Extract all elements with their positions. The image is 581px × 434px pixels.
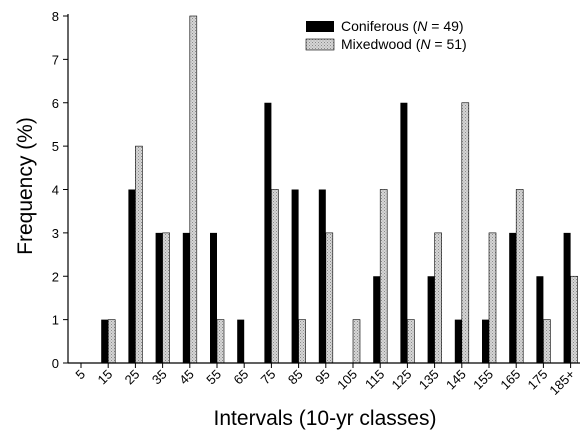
bar-mixedwood-145 bbox=[461, 102, 470, 364]
x-tick-label: 35 bbox=[149, 367, 170, 388]
x-tick-label: 185+ bbox=[546, 367, 577, 398]
legend: Coniferous (N = 49) Mixedwood (N = 51) bbox=[305, 18, 467, 52]
x-tick-label: 105 bbox=[334, 367, 360, 393]
x-tick-label: 115 bbox=[362, 367, 387, 392]
axes-group bbox=[67, 14, 580, 364]
x-tick-label: 15 bbox=[94, 367, 115, 388]
legend-label-mixedwood: Mixedwood (N = 51) bbox=[341, 36, 467, 52]
bar-mixedwood-105 bbox=[352, 319, 361, 364]
bar-mixedwood-75 bbox=[271, 189, 279, 364]
bar-coniferous-85 bbox=[291, 189, 299, 363]
bar-mixedwood-35 bbox=[162, 232, 170, 364]
bar-coniferous-75 bbox=[264, 102, 272, 363]
bar-coniferous-145 bbox=[454, 319, 462, 363]
y-tick-label: 7 bbox=[52, 52, 59, 67]
bar-mixedwood-115 bbox=[379, 189, 388, 364]
legend-swatch-mixedwood bbox=[305, 38, 335, 51]
x-tick-label: 5 bbox=[72, 367, 88, 383]
bar-mixedwood-165 bbox=[515, 189, 524, 364]
bar-coniferous-35 bbox=[155, 232, 163, 363]
bar-mixedwood-15 bbox=[107, 319, 116, 364]
bar-mixedwood-45 bbox=[189, 15, 198, 364]
bar-coniferous-65 bbox=[237, 319, 245, 363]
y-tick-label: 4 bbox=[52, 183, 59, 198]
y-tick-label: 6 bbox=[52, 96, 59, 111]
bar-coniferous-175 bbox=[536, 276, 544, 363]
bar-coniferous-95 bbox=[318, 189, 326, 363]
y-tick-label: 3 bbox=[52, 226, 59, 241]
x-tick-label: 75 bbox=[258, 367, 279, 388]
bar-coniferous-165 bbox=[509, 232, 517, 363]
x-ticks-group: 5 15 25 35 45 55 65 75 85 95 105 115 125 135 145 155 165… bbox=[72, 363, 578, 398]
y-tick-label: 2 bbox=[52, 269, 59, 284]
x-tick-label: 25 bbox=[122, 367, 143, 388]
legend-label-coniferous: Coniferous (N = 49) bbox=[341, 18, 464, 34]
bar-mixedwood-135 bbox=[434, 232, 442, 364]
bar-coniferous-115 bbox=[373, 276, 381, 363]
bar-coniferous-15 bbox=[101, 319, 109, 363]
bar-coniferous-25 bbox=[128, 189, 136, 363]
y-tick-label: 0 bbox=[52, 356, 59, 371]
bar-mixedwood-95 bbox=[325, 232, 334, 364]
bar-mixedwood-25 bbox=[135, 145, 143, 364]
x-axis-title: Intervals (10-yr classes) bbox=[214, 407, 437, 430]
bar-mixedwood-175 bbox=[543, 319, 551, 364]
bar-coniferous-185plus bbox=[563, 232, 571, 363]
y-tick-label: 5 bbox=[52, 139, 59, 154]
x-tick-label: 55 bbox=[203, 367, 224, 388]
legend-swatch-coniferous bbox=[306, 21, 334, 32]
y-ticks-group: 0 1 2 3 4 5 6 7 8 bbox=[52, 9, 68, 371]
bar-coniferous-55 bbox=[210, 232, 217, 363]
x-tick-label: 65 bbox=[230, 367, 251, 388]
bar-mixedwood-185plus bbox=[570, 275, 578, 364]
bar-mixedwood-85 bbox=[298, 319, 306, 364]
bar-coniferous-45 bbox=[182, 232, 190, 363]
x-tick-label: 95 bbox=[312, 367, 333, 388]
bar-coniferous-125 bbox=[400, 102, 408, 363]
x-tick-label: 135 bbox=[416, 367, 442, 393]
x-tick-label: 155 bbox=[470, 367, 496, 393]
x-tick-label: 145 bbox=[443, 367, 469, 393]
bar-mixedwood-125 bbox=[407, 319, 415, 364]
x-tick-label: 125 bbox=[389, 367, 415, 393]
x-tick-label: 85 bbox=[285, 367, 306, 388]
bar-mixedwood-155 bbox=[488, 232, 497, 364]
x-tick-label: 45 bbox=[176, 367, 197, 388]
y-axis-title: Frequency (%) bbox=[14, 117, 37, 255]
y-tick-label: 1 bbox=[52, 313, 59, 328]
x-tick-label: 165 bbox=[497, 367, 523, 393]
bars-group bbox=[101, 15, 578, 364]
bar-coniferous-135 bbox=[427, 276, 435, 363]
bar-coniferous-155 bbox=[482, 319, 489, 363]
y-tick-label: 8 bbox=[52, 9, 59, 24]
bar-mixedwood-55 bbox=[216, 319, 225, 364]
